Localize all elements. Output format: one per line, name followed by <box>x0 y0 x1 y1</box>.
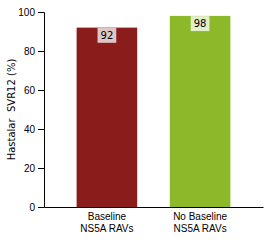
y-tick-label: 60 <box>24 85 36 96</box>
x-tick: BaselineNS5A RAVs <box>80 211 133 234</box>
data-label-group: 98 <box>191 16 210 31</box>
y-axis-title: Hastalar SVR12 (%) <box>6 59 17 161</box>
y-tick: 80 <box>24 46 44 57</box>
data-label-group: 92 <box>98 28 117 43</box>
x-tick: No BaselineNS5A RAVs <box>173 211 227 234</box>
y-tick: 20 <box>24 163 44 174</box>
y-axis-line <box>38 13 45 208</box>
data-label: 98 <box>194 18 207 29</box>
y-tick-mark <box>38 12 44 13</box>
y-tick-label: 20 <box>24 163 36 174</box>
plot: 0 20 40 60 80 100 BaselineNS5A RAVs No Baseline… <box>18 7 263 234</box>
chart: 0 20 40 60 80 100 BaselineNS5A RAVs No Baseline… <box>0 0 273 243</box>
bar <box>170 16 231 207</box>
data-label-bg <box>191 16 210 31</box>
data-labels: 92 98 <box>98 16 210 43</box>
x-axis-line <box>45 207 264 208</box>
y-tick-mark <box>38 129 44 130</box>
bars <box>77 16 231 207</box>
data-label: 92 <box>101 30 114 41</box>
y-tick: 100 <box>18 7 44 18</box>
data-label-bg <box>98 28 117 43</box>
y-tick-mark <box>38 51 44 52</box>
y-axis: 0 20 40 60 80 100 <box>18 7 44 213</box>
x-axis: BaselineNS5A RAVs No BaselineNS5A RAVs <box>45 208 264 234</box>
y-tick: 0 <box>29 202 44 213</box>
y-tick-label: 40 <box>24 124 36 135</box>
y-tick: 40 <box>24 124 44 135</box>
y-tick-label: 0 <box>29 202 35 213</box>
y-tick-mark <box>38 168 44 169</box>
bar <box>77 28 138 207</box>
y-tick-mark <box>38 207 44 208</box>
x-tick-label: BaselineNS5A RAVs <box>80 211 133 234</box>
y-tick-label: 80 <box>24 46 36 57</box>
y-tick-mark <box>38 90 44 91</box>
y-tick-label: 100 <box>18 7 35 18</box>
x-tick-label: No BaselineNS5A RAVs <box>173 211 227 234</box>
y-tick: 60 <box>24 85 44 96</box>
